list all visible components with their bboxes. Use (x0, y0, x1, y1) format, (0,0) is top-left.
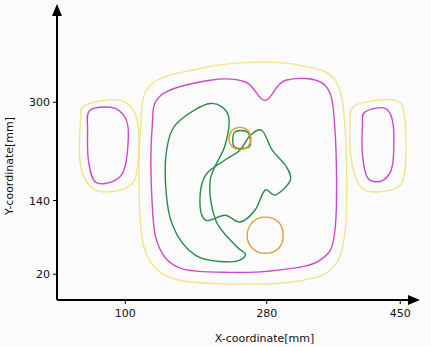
x-axis-label: X-coordinate[mm] (215, 332, 315, 345)
x-tick (125, 300, 126, 304)
y-tick (53, 102, 57, 103)
contour-line (229, 127, 251, 149)
contour-line (87, 107, 128, 184)
contour-line (79, 100, 139, 192)
y-arrow (52, 4, 62, 16)
x-tick-label: 280 (256, 307, 277, 320)
contour-line (200, 130, 291, 222)
contour-line (350, 100, 406, 192)
x-arrow (408, 295, 420, 305)
contour-line (139, 62, 347, 284)
contours (79, 62, 406, 284)
contour-line (247, 217, 283, 253)
x-tick-label: 450 (390, 307, 411, 320)
x-axis (57, 299, 412, 301)
y-axis-label: Y-coordinate[mm] (3, 117, 16, 216)
contour-line (362, 108, 394, 182)
x-tick (266, 300, 267, 304)
y-tick-label: 140 (29, 195, 50, 208)
chart: 100 280 450 20 140 300 X-coordinate[mm] Y-coord… (0, 0, 431, 347)
y-tick-label: 20 (36, 268, 50, 281)
contour-line (165, 103, 245, 261)
y-tick (53, 200, 57, 201)
contour-line (151, 78, 336, 272)
y-axis (56, 12, 58, 300)
x-tick-label: 100 (115, 307, 136, 320)
y-tick-label: 300 (29, 96, 50, 109)
y-tick (53, 274, 57, 275)
x-tick (400, 300, 401, 304)
